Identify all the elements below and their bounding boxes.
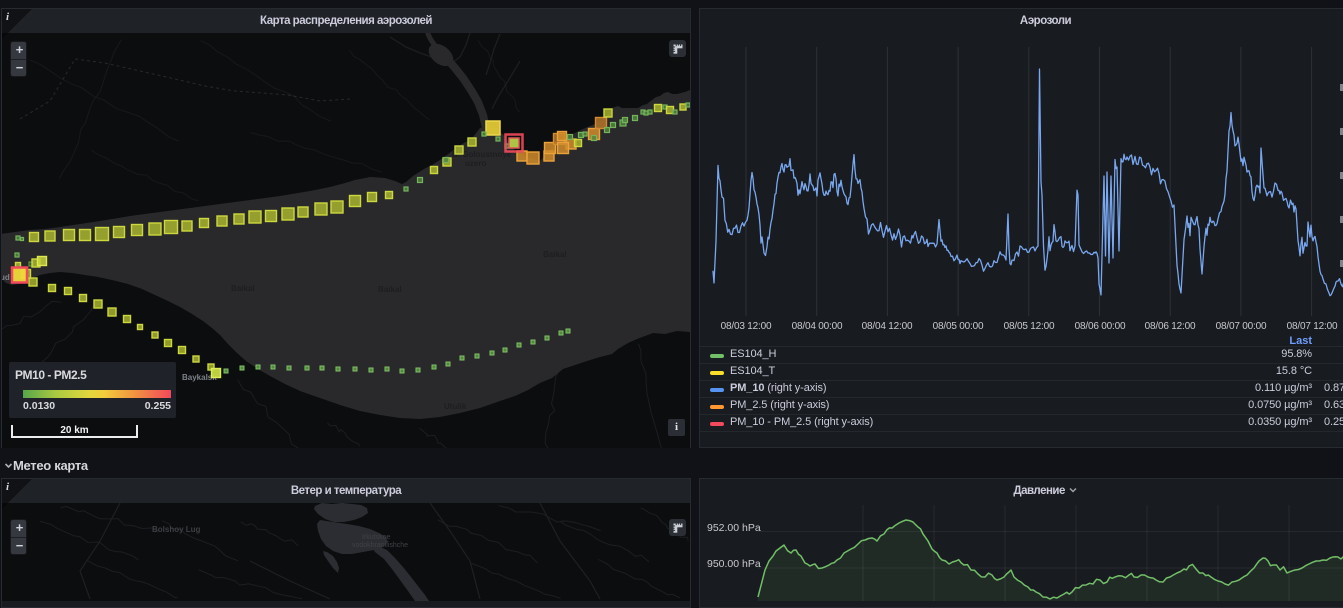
svg-text:Baikal: Baikal	[231, 284, 255, 293]
svg-text:Irkutskoe: Irkutskoe	[362, 534, 391, 541]
svg-text:Utulik: Utulik	[444, 402, 467, 411]
svg-text:Baikal: Baikal	[378, 285, 402, 294]
svg-text:B. Goloustnoye: B. Goloustnoye	[452, 150, 512, 159]
svg-text:ud: ud	[2, 273, 10, 282]
svg-text:Baykalsk: Baykalsk	[182, 373, 217, 382]
svg-text:Baikal: Baikal	[543, 250, 567, 259]
svg-text:vodokhranilishche: vodokhranilishche	[352, 542, 408, 549]
svg-text:Bolshoy Lug: Bolshoy Lug	[152, 525, 201, 534]
svg-text:ozero: ozero	[465, 159, 486, 168]
